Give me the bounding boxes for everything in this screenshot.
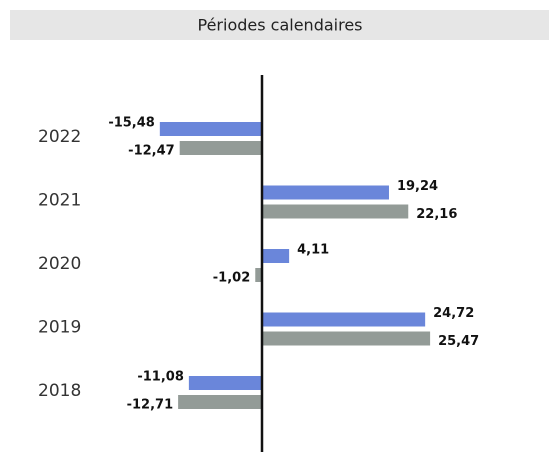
bar (255, 268, 262, 282)
bar (178, 395, 262, 409)
title-band (10, 10, 549, 40)
value-label: -11,08 (137, 370, 184, 385)
bar (159, 122, 262, 136)
plot: 2022 -15,48 -12,47 2021 19,24 22,16 2020 4,11 -1… (38, 116, 479, 413)
value-label: -12,47 (128, 144, 175, 159)
category-label: 2018 (38, 381, 81, 401)
value-label: -15,48 (108, 116, 155, 131)
value-label: 22,16 (416, 207, 457, 222)
bar (262, 312, 426, 327)
chart-title: Périodes calendaires (198, 16, 363, 35)
value-label: -1,02 (213, 271, 250, 286)
value-label: 24,72 (433, 306, 474, 321)
category-label: 2022 (38, 127, 81, 147)
value-label: -12,71 (127, 398, 174, 413)
bar (262, 185, 389, 200)
bar (262, 249, 290, 263)
category-label: 2020 (38, 254, 81, 274)
bar (262, 204, 409, 219)
bar (188, 376, 262, 390)
bar (262, 331, 431, 346)
category-label: 2019 (38, 318, 81, 338)
value-label: 4,11 (297, 243, 329, 258)
value-label: 19,24 (397, 179, 438, 194)
bar (179, 141, 262, 155)
category-label: 2021 (38, 191, 81, 211)
value-label: 25,47 (438, 334, 479, 349)
